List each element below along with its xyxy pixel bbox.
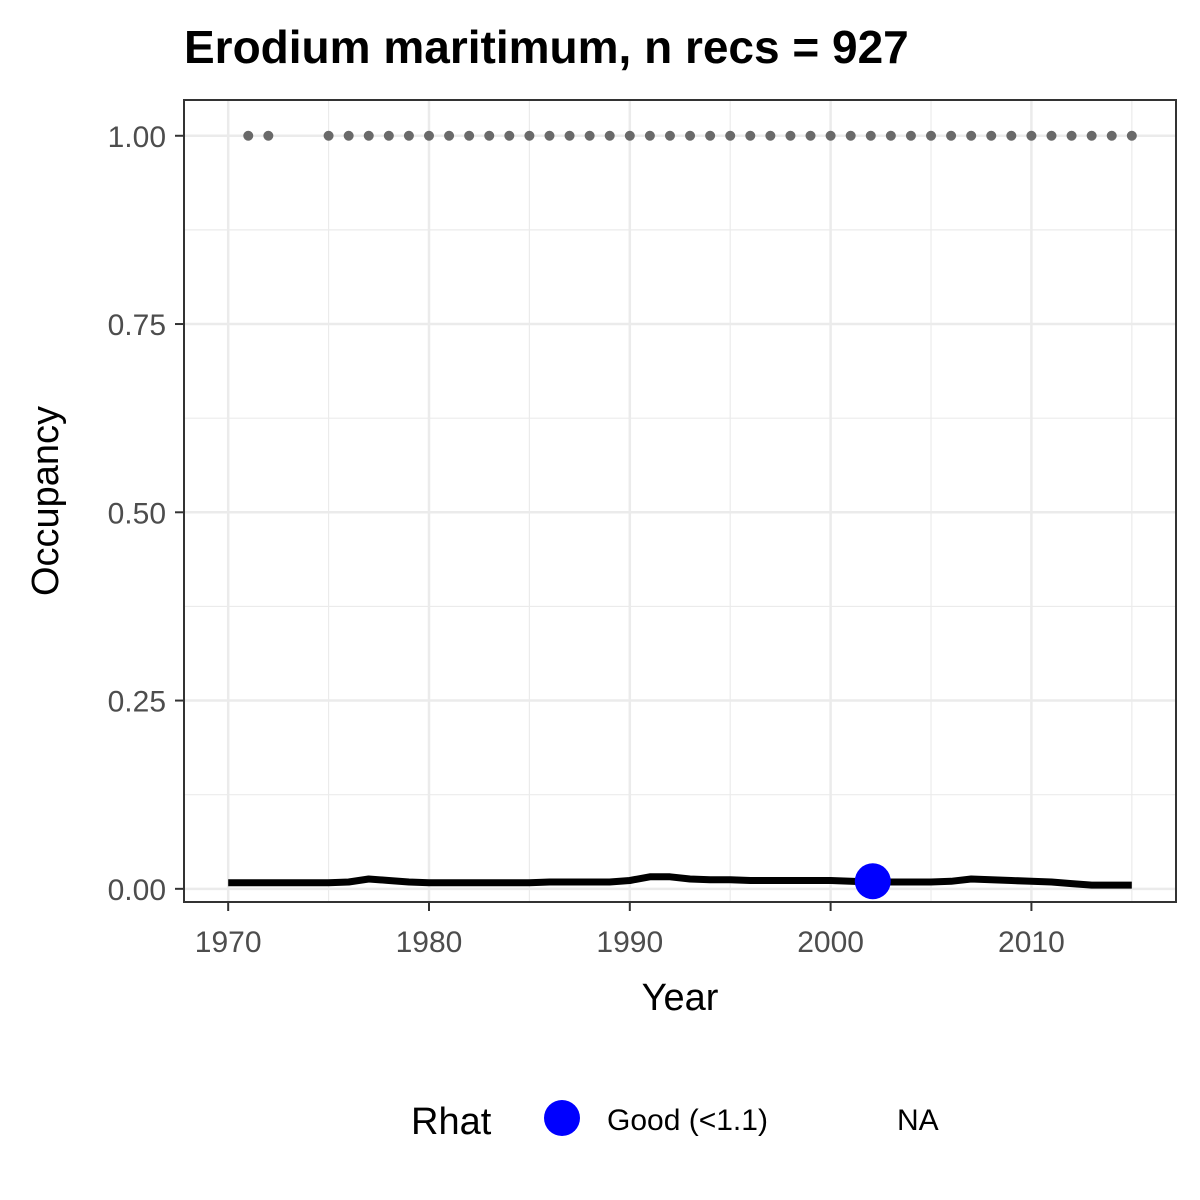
data-coverage-point [243,130,254,141]
x-axis-title: Year [642,977,719,1019]
legend: Rhat Good (<1.1) NA [411,1100,939,1143]
occupancy-trend-line [228,873,1132,889]
data-coverage-point [423,130,434,141]
data-coverage-point [444,130,455,141]
data-coverage-point [524,130,535,141]
data-coverage-point [845,130,856,141]
data-coverage-point [1106,130,1117,141]
data-coverage-point [584,130,595,141]
data-coverage-point [363,130,374,141]
data-coverage-point [504,130,515,141]
data-coverage-point [986,130,997,141]
data-coverage-point [403,130,414,141]
legend-label-good-rhat: Good (<1.1) [607,1104,768,1137]
data-coverage-point [966,130,977,141]
x-tick-label: 1990 [596,926,663,959]
data-coverage-point [725,130,736,141]
data-coverage-point [664,130,675,141]
legend-title: Rhat [411,1101,492,1143]
chart-title: Erodium maritimum, n recs = 927 [184,21,909,73]
legend-label-na: NA [897,1104,939,1137]
data-coverage-point [263,130,274,141]
y-tick-label: 0.75 [108,309,166,342]
data-coverage-point [685,130,696,141]
x-tick-label: 2000 [797,926,864,959]
data-coverage-point [905,130,916,141]
plot-panel-background [184,100,1176,902]
data-coverage-point [805,130,816,141]
legend-key-good-rhat [544,1100,580,1136]
data-coverage-point [383,130,394,141]
data-coverage-point [564,130,575,141]
y-tick-label: 0.25 [108,686,166,719]
data-coverage-point [323,130,334,141]
data-coverage-point [946,130,957,141]
chart-marks [228,130,1137,900]
data-coverage-point [785,130,796,141]
y-tick-label: 0.00 [108,874,166,907]
x-tick-label: 1980 [396,926,463,959]
data-coverage-point [745,130,756,141]
x-tick-label: 2010 [998,926,1065,959]
data-coverage-point [765,130,776,141]
data-coverage-point [705,130,716,141]
data-coverage-point [644,130,655,141]
data-coverage-point [1026,130,1037,141]
y-tick-label: 1.00 [108,121,166,154]
x-tick-label: 1970 [195,926,262,959]
plot-panel-border [183,99,1177,903]
data-coverage-point [1046,130,1057,141]
y-tick-label: 0.50 [108,497,166,530]
x-axis-ticks: 1970 1980 1990 2000 2010 [195,902,1065,959]
rhat-point [854,863,891,900]
data-coverage-point [1006,130,1017,141]
data-coverage-point [1086,130,1097,141]
y-axis-ticks: 0.00 0.25 0.50 0.75 1.00 [108,121,184,907]
y-axis-title: Occupancy [25,406,67,596]
data-coverage-point [1066,130,1077,141]
data-coverage-point [825,130,836,141]
data-coverage-point [926,130,937,141]
data-coverage-point [544,130,555,141]
data-coverage-point [1126,130,1137,141]
data-coverage-point [865,130,876,141]
data-coverage-point [624,130,635,141]
data-coverage-point [885,130,896,141]
data-coverage-point [484,130,495,141]
data-coverage-point [604,130,615,141]
minor-gridlines [184,100,1176,902]
data-coverage-point [343,130,354,141]
data-coverage-point [464,130,475,141]
